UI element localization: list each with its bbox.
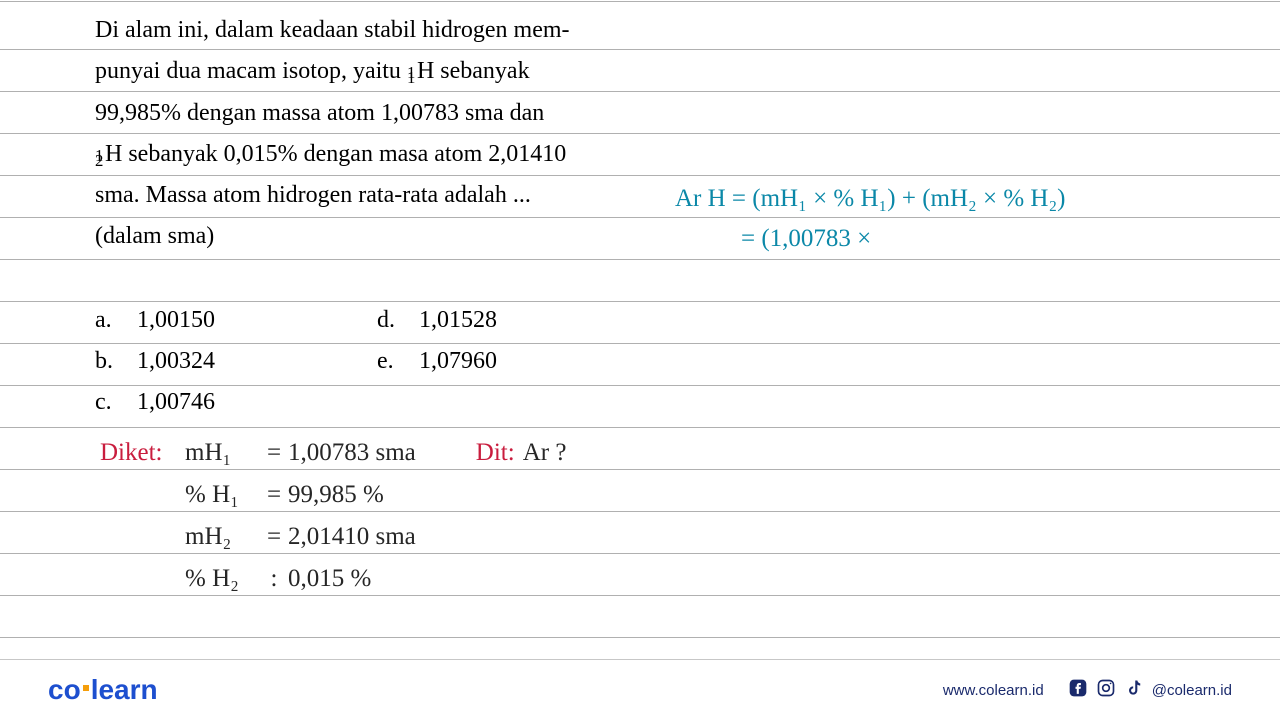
question-line-2a: punyai dua macam isotop, yaitu — [95, 58, 407, 84]
diket-val-3: 2,01410 sma — [288, 523, 416, 551]
diket-label: Diket: — [100, 439, 185, 467]
given-block: Diket: mH₁ = 1,00783 sma Dit: Ar ? % H₁ … — [100, 432, 566, 600]
option-e-label: e. — [377, 348, 419, 375]
isotope-1-atomic: 1 — [407, 59, 415, 88]
diket-eq-2: = — [260, 481, 288, 509]
footer-handle: @colearn.id — [1152, 682, 1232, 699]
isotope-1-symbol: H — [417, 58, 434, 84]
diket-var-4: % H₂ — [185, 565, 260, 593]
diket-row-3: mH₂ = 2,01410 sma — [100, 516, 566, 558]
question-line-2b: sebanyak — [434, 58, 529, 84]
isotope-1: 11H — [407, 58, 434, 84]
option-d-value: 1,01528 — [419, 307, 497, 334]
diket-eq-1: = — [260, 439, 288, 467]
footer: colearn www.colearn.id @colearn.id — [0, 660, 1280, 720]
isotope-2-symbol: H — [105, 141, 122, 167]
brand-logo: colearn — [48, 674, 158, 706]
diket-var-1: mH₁ — [185, 439, 260, 467]
option-a-label: a. — [95, 307, 137, 334]
instagram-icon — [1096, 678, 1116, 702]
footer-url: www.colearn.id — [943, 682, 1044, 699]
logo-co: co — [48, 674, 81, 705]
question-line-6: (dalam sma) — [95, 216, 655, 257]
option-row-2: b. 1,00324 e. 1,07960 — [95, 341, 497, 382]
diket-eq-4: : — [260, 565, 288, 593]
option-row-3: c. 1,00746 — [95, 382, 497, 423]
diket-val-2: 99,985 % — [288, 481, 384, 509]
diket-row-2: % H₁ = 99,985 % — [100, 474, 566, 516]
question-line-4b: sebanyak 0,015% dengan masa atom 2,01410 — [122, 141, 566, 167]
option-a-value: 1,00150 — [137, 307, 377, 334]
social-icons: @colearn.id — [1068, 678, 1232, 702]
diket-eq-3: = — [260, 523, 288, 551]
option-c-value: 1,00746 — [137, 389, 377, 416]
question-line-5: sma. Massa atom hidrogen rata-rata adala… — [95, 175, 655, 216]
logo-learn: learn — [91, 674, 158, 705]
question-line-3: 99,985% dengan massa atom 1,00783 sma da… — [95, 93, 655, 134]
facebook-icon — [1068, 678, 1088, 702]
option-d-label: d. — [377, 307, 419, 334]
option-c-label: c. — [95, 389, 137, 416]
option-row-1: a. 1,00150 d. 1,01528 — [95, 300, 497, 341]
isotope-2-atomic: 1 — [95, 142, 103, 171]
option-e-value: 1,07960 — [419, 348, 497, 375]
question-line-1: Di alam ini, dalam keadaan stabil hidrog… — [95, 10, 655, 51]
diket-row-4: % H₂ : 0,015 % — [100, 558, 566, 600]
diket-val-1: 1,00783 sma — [288, 439, 416, 467]
question-line-4: 21H sebanyak 0,015% dengan masa atom 2,0… — [95, 134, 655, 175]
formula-line-2: = (1,00783 × — [741, 225, 1066, 253]
diket-var-3: mH₂ — [185, 523, 260, 551]
diket-val-4: 0,015 % — [288, 565, 371, 593]
tiktok-icon — [1124, 678, 1144, 702]
diket-row-1: Diket: mH₁ = 1,00783 sma Dit: Ar ? — [100, 432, 566, 474]
isotope-2: 21H — [95, 141, 122, 167]
question-text: Di alam ini, dalam keadaan stabil hidrog… — [95, 10, 655, 258]
option-b-label: b. — [95, 348, 137, 375]
handwritten-formula: Ar H = (mH₁ × % H₁) + (mH₂ × % H₂) = (1,… — [675, 185, 1066, 253]
option-b-value: 1,00324 — [137, 348, 377, 375]
diket-var-2: % H₁ — [185, 481, 260, 509]
logo-dot-icon — [83, 685, 89, 691]
formula-line-1: Ar H = (mH₁ × % H₁) + (mH₂ × % H₂) — [675, 185, 1066, 213]
footer-right: www.colearn.id @colearn.id — [943, 678, 1232, 702]
dit-value: Ar ? — [523, 439, 567, 467]
dit-label: Dit: — [476, 439, 515, 467]
answer-options: a. 1,00150 d. 1,01528 b. 1,00324 e. 1,07… — [95, 300, 497, 423]
question-line-2: punyai dua macam isotop, yaitu 11H seban… — [95, 51, 655, 92]
